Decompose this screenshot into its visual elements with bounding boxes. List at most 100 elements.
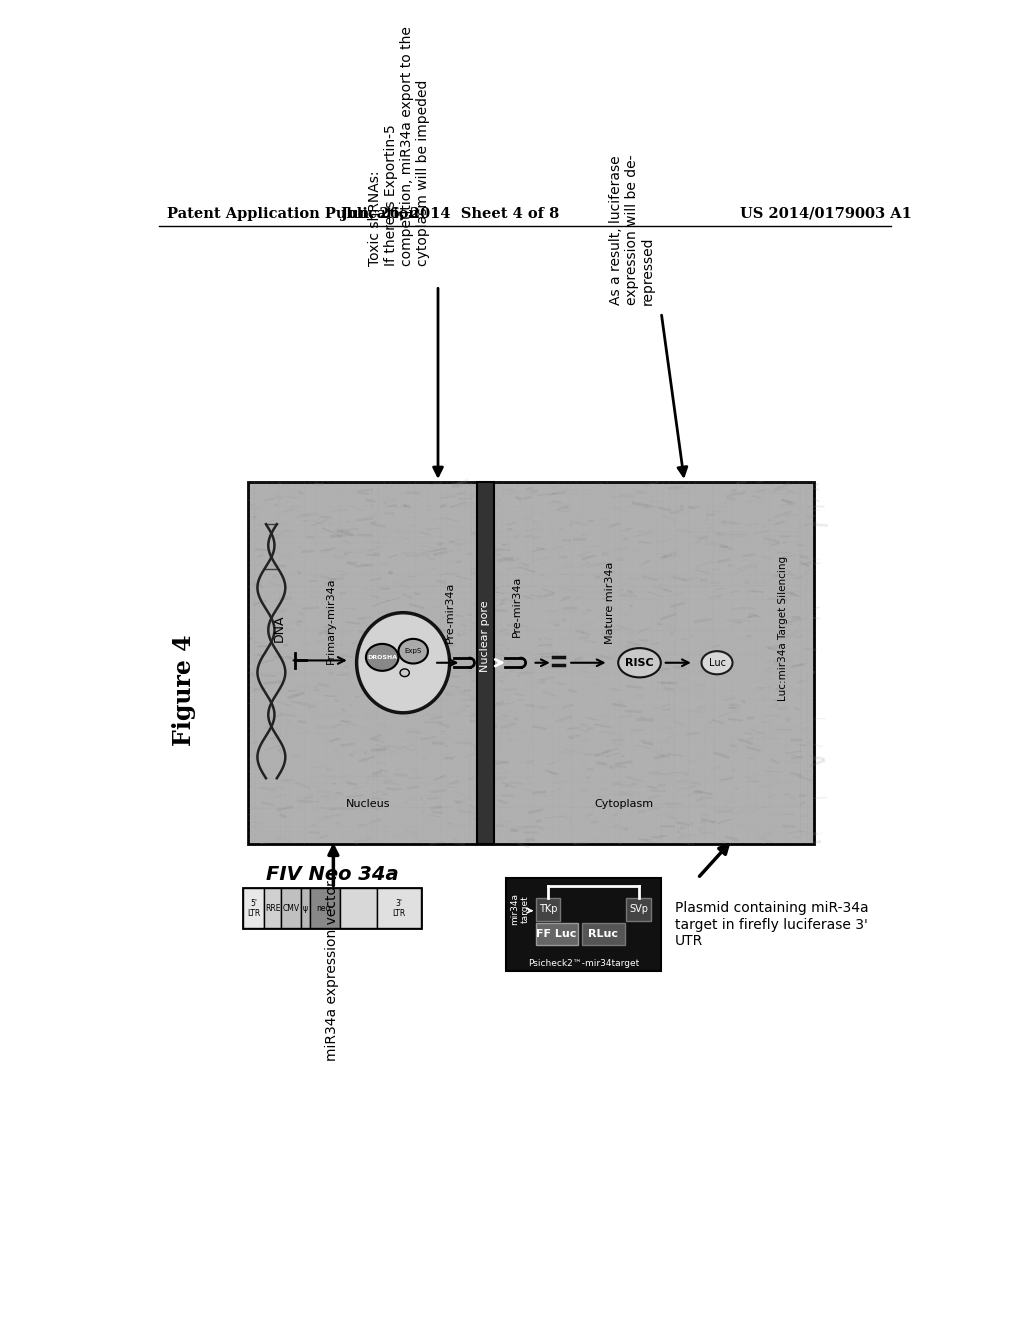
Bar bbox=[602, 552, 608, 556]
Bar bbox=[768, 795, 775, 799]
Bar bbox=[548, 770, 557, 775]
Bar bbox=[758, 837, 773, 843]
Bar bbox=[713, 751, 730, 759]
Bar bbox=[430, 631, 445, 632]
Bar bbox=[506, 648, 509, 649]
Bar bbox=[634, 532, 651, 537]
Bar bbox=[700, 813, 710, 816]
Bar bbox=[731, 488, 737, 492]
Bar bbox=[248, 482, 814, 843]
Bar bbox=[596, 557, 609, 564]
Ellipse shape bbox=[356, 612, 450, 713]
Bar bbox=[333, 783, 336, 785]
Bar bbox=[761, 721, 770, 723]
Bar bbox=[781, 499, 796, 507]
Bar bbox=[697, 620, 700, 624]
Bar bbox=[451, 808, 467, 814]
Bar bbox=[618, 842, 622, 845]
Bar bbox=[295, 781, 311, 789]
Bar bbox=[273, 752, 276, 755]
Bar bbox=[253, 516, 257, 519]
Bar bbox=[596, 762, 607, 766]
Bar bbox=[773, 574, 778, 577]
Bar bbox=[781, 502, 796, 507]
Bar bbox=[676, 830, 680, 834]
Bar bbox=[545, 770, 557, 775]
Bar bbox=[679, 738, 683, 739]
Bar bbox=[638, 838, 647, 842]
Bar bbox=[612, 824, 620, 828]
Bar bbox=[617, 664, 626, 667]
Bar bbox=[286, 628, 290, 631]
Bar bbox=[776, 653, 788, 659]
Bar bbox=[562, 539, 571, 541]
Bar bbox=[497, 644, 508, 645]
Bar bbox=[357, 618, 366, 620]
Bar bbox=[678, 686, 688, 690]
Bar bbox=[361, 759, 368, 762]
Bar bbox=[309, 579, 316, 582]
Bar bbox=[299, 730, 311, 734]
Bar bbox=[358, 824, 367, 826]
Bar bbox=[471, 805, 473, 807]
Bar bbox=[695, 789, 713, 796]
Bar bbox=[766, 660, 771, 663]
Bar bbox=[445, 572, 460, 576]
Bar bbox=[543, 638, 552, 640]
Bar bbox=[723, 800, 735, 804]
Bar bbox=[632, 502, 649, 508]
Bar bbox=[653, 569, 670, 574]
Bar bbox=[660, 682, 678, 685]
Bar bbox=[657, 681, 673, 684]
Text: SVp: SVp bbox=[629, 904, 648, 915]
Bar bbox=[368, 805, 380, 810]
Bar bbox=[336, 675, 349, 676]
Bar bbox=[657, 577, 666, 581]
Text: CMV: CMV bbox=[283, 904, 300, 913]
Bar bbox=[342, 742, 355, 747]
Bar bbox=[496, 511, 511, 513]
Bar bbox=[354, 840, 369, 842]
Bar bbox=[762, 556, 773, 561]
Bar bbox=[481, 593, 488, 597]
Bar bbox=[496, 579, 501, 583]
Bar bbox=[317, 516, 329, 520]
Bar bbox=[476, 537, 484, 541]
Bar bbox=[430, 482, 442, 486]
Bar bbox=[811, 510, 819, 511]
Bar bbox=[483, 500, 500, 506]
Bar bbox=[287, 656, 302, 661]
Bar bbox=[790, 587, 807, 593]
Bar bbox=[749, 612, 761, 618]
Bar bbox=[536, 923, 579, 945]
Bar bbox=[764, 536, 780, 544]
Bar bbox=[479, 532, 486, 533]
Bar bbox=[655, 754, 671, 758]
Bar bbox=[345, 620, 361, 624]
Bar bbox=[569, 772, 580, 774]
Bar bbox=[611, 783, 622, 785]
Bar bbox=[415, 636, 432, 642]
Bar bbox=[792, 616, 801, 619]
Bar bbox=[544, 593, 555, 598]
Bar bbox=[549, 762, 555, 766]
Bar bbox=[614, 507, 629, 513]
Bar bbox=[519, 729, 525, 733]
Bar bbox=[384, 743, 396, 747]
Bar bbox=[623, 537, 629, 541]
Bar bbox=[484, 609, 499, 615]
Bar bbox=[777, 708, 787, 710]
Bar bbox=[393, 678, 400, 680]
Bar bbox=[407, 785, 420, 789]
Bar bbox=[322, 626, 331, 628]
Bar bbox=[764, 833, 781, 836]
Bar bbox=[565, 491, 581, 496]
Bar bbox=[373, 735, 384, 742]
Bar bbox=[308, 832, 319, 834]
Bar bbox=[768, 645, 780, 649]
Ellipse shape bbox=[400, 669, 410, 677]
Bar bbox=[374, 747, 389, 751]
Bar bbox=[390, 747, 404, 754]
Bar bbox=[609, 607, 617, 610]
Bar bbox=[269, 729, 281, 731]
